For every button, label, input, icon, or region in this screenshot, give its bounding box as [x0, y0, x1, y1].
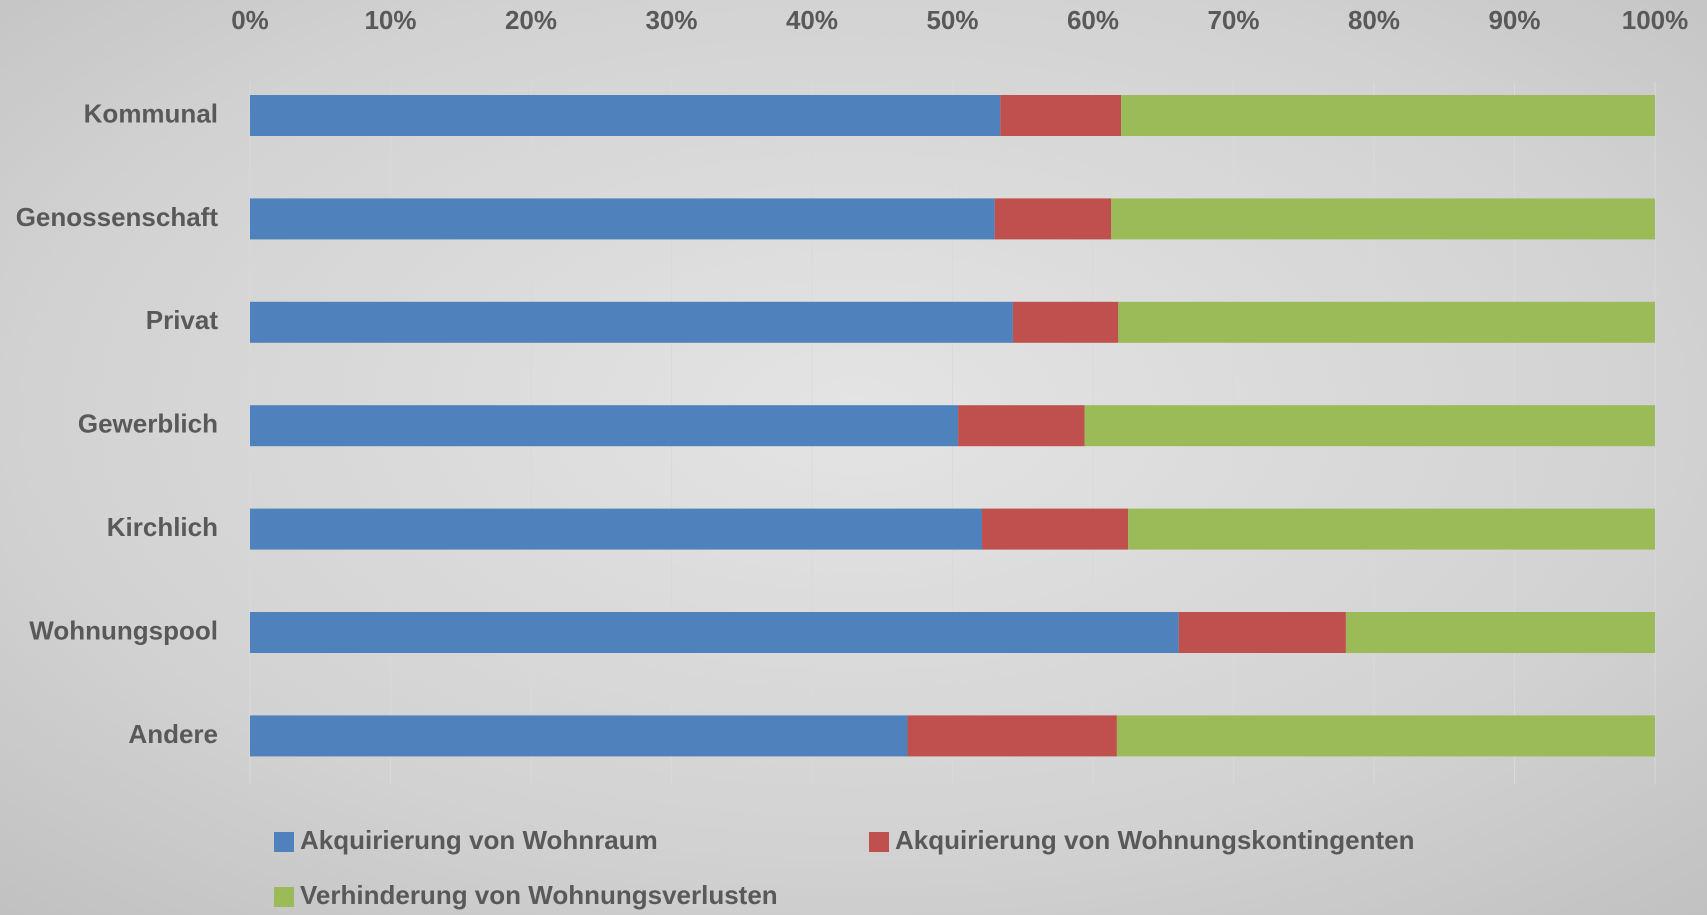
legend-swatch — [274, 832, 294, 852]
bar-segment — [1000, 95, 1122, 136]
x-tick-label: 0% — [231, 5, 269, 35]
bar-segment — [250, 405, 959, 447]
legend-swatch — [869, 832, 889, 852]
x-tick-label: 10% — [364, 5, 416, 35]
bar-segment — [250, 198, 995, 240]
x-tick-label: 80% — [1348, 5, 1400, 35]
bar-segment — [1012, 301, 1119, 343]
bar-segment — [250, 715, 908, 757]
y-tick-label: Wohnungspool — [29, 615, 218, 645]
x-tick-label: 90% — [1488, 5, 1540, 35]
y-tick-label: Genossenschaft — [16, 202, 219, 232]
y-tick-label: Kommunal — [84, 98, 218, 128]
bar-segment — [982, 508, 1129, 550]
bar-segment — [1128, 508, 1655, 550]
bar-segment — [1121, 95, 1655, 136]
bar-segment — [250, 301, 1013, 343]
bar-segment — [1345, 612, 1655, 653]
x-tick-label: 100% — [1622, 5, 1689, 35]
bar-segment — [1178, 612, 1346, 653]
y-tick-label: Gewerblich — [78, 409, 218, 439]
bar-segment — [958, 405, 1085, 447]
legend-label: Verhinderung von Wohnungsverlusten — [300, 880, 778, 910]
x-tick-label: 40% — [786, 5, 838, 35]
x-tick-label: 70% — [1207, 5, 1259, 35]
bar-segment — [1116, 715, 1655, 757]
legend-label: Akquirierung von Wohnungskontingenten — [895, 825, 1415, 855]
legend-swatch — [274, 887, 294, 907]
bar-segment — [1084, 405, 1655, 447]
bar-segment — [907, 715, 1117, 757]
x-tick-label: 50% — [926, 5, 978, 35]
bar-segment — [250, 612, 1179, 653]
bar-segment — [1111, 198, 1655, 240]
y-tick-label: Andere — [128, 719, 218, 749]
bar-segment — [250, 508, 983, 550]
bar-segment — [250, 95, 1001, 136]
x-tick-label: 60% — [1067, 5, 1119, 35]
bar-segment — [1118, 301, 1655, 343]
x-tick-label: 20% — [505, 5, 557, 35]
y-tick-label: Kirchlich — [107, 512, 218, 542]
bar-segment — [994, 198, 1112, 240]
y-tick-label: Privat — [146, 305, 219, 335]
x-tick-label: 30% — [645, 5, 697, 35]
legend-label: Akquirierung von Wohnraum — [300, 825, 658, 855]
